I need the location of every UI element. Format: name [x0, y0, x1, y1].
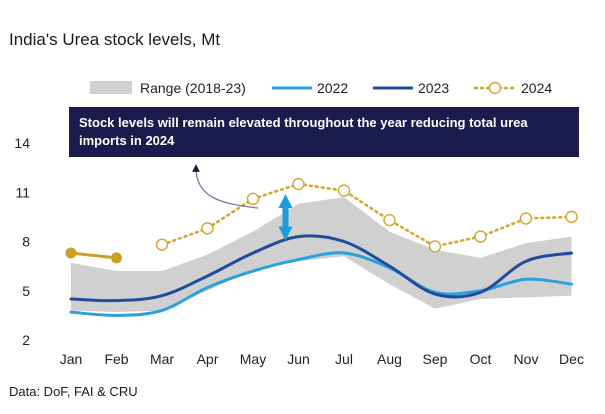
x-tick-label: May	[240, 351, 266, 367]
x-tick-label: Jun	[287, 351, 310, 367]
series-2023-line	[69, 234, 573, 303]
x-tick-label: Nov	[514, 351, 539, 367]
y-tick-label: 2	[22, 332, 30, 348]
series-2024-point	[519, 212, 533, 225]
annotation-callout: Stock levels will remain elevated throug…	[69, 107, 579, 157]
series-2024-point	[201, 222, 214, 235]
chart-title: India's Urea stock levels, Mt	[9, 30, 221, 49]
x-tick-label: Sep	[423, 351, 448, 367]
legend-label-2024: 2024	[521, 80, 552, 96]
gap-arrow-shaft	[282, 206, 289, 229]
legend-swatch-2024-marker	[488, 81, 502, 95]
series-2024-point	[246, 192, 260, 206]
series-extra-3-line	[70, 251, 117, 260]
series-2024-point	[383, 213, 396, 227]
y-tick-label: 14	[14, 135, 30, 151]
x-tick-label: Mar	[150, 351, 174, 367]
x-tick-label: Aug	[377, 351, 402, 367]
series-markers-layer	[65, 177, 578, 264]
y-tick-label: 11	[15, 184, 30, 200]
legend-label-range: Range (2018-23)	[140, 80, 246, 96]
series-2024-line	[160, 182, 573, 248]
callout-pointer-arrow	[192, 164, 259, 209]
series-2024-point	[292, 177, 305, 191]
source-note: Data: DoF, FAI & CRU	[9, 384, 138, 399]
legend-label-2022: 2022	[317, 80, 348, 96]
x-tick-label: Jan	[60, 351, 83, 367]
series-2024-point	[565, 210, 578, 224]
series-2024-point	[474, 230, 487, 243]
legend: Range (2018-23) 2022 2023 2024	[90, 80, 552, 96]
y-tick-label: 5	[22, 283, 30, 299]
legend-swatch-range	[90, 81, 132, 94]
legend-label-2023: 2023	[418, 80, 449, 96]
x-tick-label: Feb	[104, 351, 128, 367]
y-axis-ticks: 2 5 8 11 14	[14, 135, 30, 348]
x-tick-label: Dec	[559, 351, 584, 367]
series-2024-point	[428, 240, 442, 253]
annotation-arrows	[192, 164, 293, 241]
x-tick-label: Oct	[470, 351, 492, 367]
gap-arrow-head-bottom	[278, 226, 293, 241]
x-axis-ticks: Jan Feb Mar Apr May Jun Jul Aug Sep Oct Nov Dec	[60, 351, 584, 367]
x-tick-label: Jul	[335, 351, 353, 367]
series-extra-3-point	[111, 252, 122, 264]
series-2024-point	[155, 238, 169, 251]
series-lines-layer	[69, 182, 573, 317]
x-tick-label: Apr	[197, 351, 219, 367]
y-tick-label: 8	[22, 234, 30, 250]
gap-arrow-head-top	[278, 194, 293, 209]
series-extra-3-point	[65, 247, 77, 259]
series-2024-point	[337, 184, 351, 197]
